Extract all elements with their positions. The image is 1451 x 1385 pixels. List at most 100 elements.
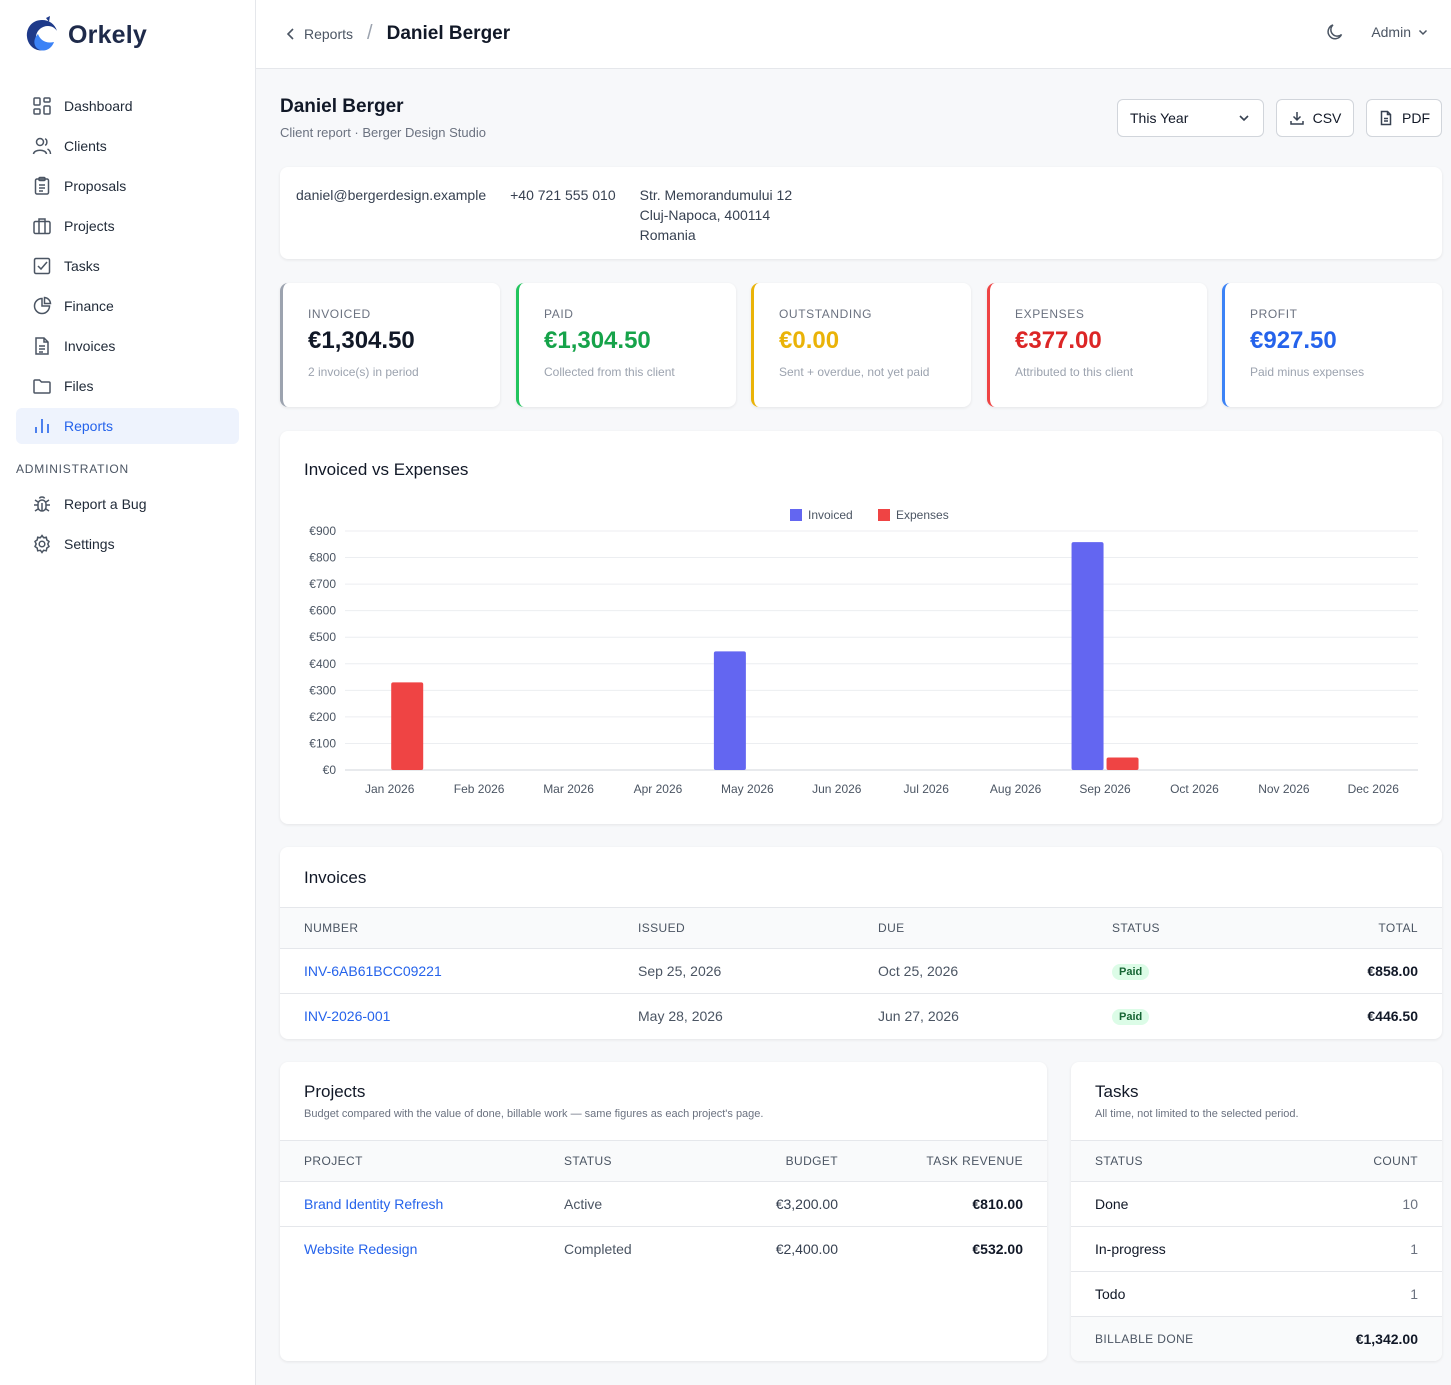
x-tick-label: Jul 2026 <box>904 782 950 796</box>
sidebar-item-dashboard[interactable]: Dashboard <box>16 88 239 124</box>
logo[interactable]: Orkely <box>24 16 147 54</box>
project-link[interactable]: Website Redesign <box>304 1241 418 1258</box>
top-bar: Reports / Daniel Berger Admin <box>256 0 1451 69</box>
address-line: Str. Memorandumului 12 <box>639 187 793 203</box>
invoice-due: Oct 25, 2026 <box>878 948 1112 994</box>
y-tick-label: €500 <box>309 630 336 644</box>
invoice-status: Paid <box>1112 994 1241 1039</box>
projects-title: Projects <box>304 1082 366 1101</box>
invoices-table: NUMBER ISSUED DUE STATUS TOTAL INV-6AB61… <box>280 907 1442 1039</box>
sidebar-item-label: Settings <box>64 536 115 552</box>
column-header: NUMBER <box>280 907 638 949</box>
x-tick-label: Feb 2026 <box>454 782 505 796</box>
chevron-down-icon <box>1239 115 1249 122</box>
sidebar-item-proposals[interactable]: Proposals <box>16 168 239 204</box>
table-footer-row: BILLABLE DONE €1,342.00 <box>1071 1316 1442 1361</box>
invoice-issued: May 28, 2026 <box>638 1008 723 1025</box>
client-email[interactable]: daniel@bergerdesign.example <box>296 187 487 203</box>
bar-expenses <box>1106 757 1139 770</box>
kpi-card-paid: PAID €1,304.50 Collected from this clien… <box>516 283 736 407</box>
sidebar-item-label: Report a Bug <box>64 496 147 512</box>
kpi-value: €927.50 <box>1250 327 1337 354</box>
project-link[interactable]: Brand Identity Refresh <box>280 1181 564 1227</box>
sidebar-item-clients[interactable]: Clients <box>16 128 239 164</box>
period-select[interactable]: This Year <box>1117 99 1264 137</box>
page-subtitle: Client report · Berger Design Studio <box>280 125 486 140</box>
kpi-value: €377.00 <box>1015 327 1102 354</box>
sidebar-item-label: Tasks <box>64 258 100 274</box>
sidebar-item-report-bug[interactable]: Report a Bug <box>16 486 239 522</box>
task-count: 10 <box>1288 1181 1442 1227</box>
sidebar-item-tasks[interactable]: Tasks <box>16 248 239 284</box>
csv-export-button[interactable]: CSV <box>1276 99 1354 137</box>
invoice-due: Jun 27, 2026 <box>878 1008 959 1025</box>
y-tick-label: €0 <box>323 763 337 777</box>
kpi-card-profit: PROFIT €927.50 Paid minus expenses <box>1222 283 1442 407</box>
checkbox-icon <box>33 257 51 275</box>
breadcrumb-back-link[interactable]: Reports <box>284 26 353 42</box>
project-revenue: €532.00 <box>972 1241 1023 1258</box>
project-budget: €2,400.00 <box>775 1241 838 1258</box>
sidebar: Orkely Dashboard Clients Proposals Proje… <box>0 0 256 1385</box>
x-tick-label: Oct 2026 <box>1170 782 1219 796</box>
column-header: ISSUED <box>638 907 878 949</box>
kpi-label: OUTSTANDING <box>779 307 873 321</box>
y-tick-label: €700 <box>309 577 336 591</box>
kpi-value: €0.00 <box>779 327 840 354</box>
sidebar-item-settings[interactable]: Settings <box>16 526 239 562</box>
clipboard-icon <box>34 176 50 195</box>
pdf-export-button[interactable]: PDF <box>1366 99 1442 137</box>
gear-icon <box>34 534 50 554</box>
user-menu[interactable]: Admin <box>1371 24 1429 40</box>
file-icon <box>1380 110 1392 126</box>
kpi-description: Paid minus expenses <box>1250 365 1365 379</box>
kpi-label: INVOICED <box>308 307 371 321</box>
app-name: Orkely <box>68 20 148 49</box>
moon-icon[interactable] <box>1325 22 1345 42</box>
invoice-total: €446.50 <box>1367 1008 1418 1025</box>
csv-label: CSV <box>1312 110 1342 126</box>
sidebar-item-reports[interactable]: Reports <box>16 408 239 444</box>
projects-table: PROJECT STATUS BUDGET TASK REVENUE Brand… <box>280 1140 1047 1272</box>
projects-subtitle: Budget compared with the value of done, … <box>304 1108 764 1120</box>
table-row: INV-6AB61BCC09221 Sep 25, 2026 Oct 25, 2… <box>280 948 1442 994</box>
x-tick-label: Mar 2026 <box>543 782 594 796</box>
sidebar-item-projects[interactable]: Projects <box>16 208 239 244</box>
chart-card: Invoiced vs Expenses €0 €100 €200 €300 €400 €… <box>280 431 1442 824</box>
kpi-description: 2 invoice(s) in period <box>308 365 419 379</box>
x-tick-label: Aug 2026 <box>990 782 1042 796</box>
status-badge: Paid <box>1112 1009 1150 1026</box>
column-header: TASK REVENUE <box>838 1140 1047 1182</box>
kpi-description: Sent + overdue, not yet paid <box>779 365 930 379</box>
x-tick-label: Sep 2026 <box>1079 782 1131 796</box>
tasks-card: Tasks All time, not limited to the selec… <box>1071 1062 1442 1361</box>
kpi-label: PROFIT <box>1250 307 1298 321</box>
invoice-number-link[interactable]: INV-6AB61BCC09221 <box>280 948 638 994</box>
status-badge: Paid <box>1112 964 1150 980</box>
invoice-number-link[interactable]: INV-2026-001 <box>304 1008 391 1025</box>
contact-card: daniel@bergerdesign.example +40 721 555 … <box>280 167 1442 259</box>
address-line: Romania <box>639 227 696 243</box>
address-line: Cluj-Napoca, 400114 <box>639 207 771 223</box>
y-tick-label: €200 <box>309 710 336 724</box>
project-revenue: €810.00 <box>838 1181 1047 1227</box>
kpi-value: €1,304.50 <box>544 327 651 354</box>
y-tick-label: €400 <box>309 657 336 671</box>
tasks-subtitle: All time, not limited to the selected pe… <box>1095 1108 1299 1120</box>
table-row: In-progress 1 <box>1071 1226 1442 1272</box>
kpi-card-invoiced: INVOICED €1,304.50 2 invoice(s) in perio… <box>280 283 500 407</box>
sidebar-item-files[interactable]: Files <box>16 368 239 404</box>
project-status: Completed <box>564 1241 632 1258</box>
legend-swatch <box>790 509 802 521</box>
y-tick-label: €300 <box>309 683 336 697</box>
y-tick-label: €900 <box>309 524 336 538</box>
x-tick-label: Nov 2026 <box>1258 782 1310 796</box>
client-phone[interactable]: +40 721 555 010 <box>510 187 616 203</box>
tasks-header: Tasks All time, not limited to the selec… <box>1095 1082 1299 1120</box>
projects-card: Projects Budget compared with the value … <box>280 1062 1047 1361</box>
kpi-card-expenses: EXPENSES €377.00 Attributed to this clie… <box>987 283 1207 407</box>
sidebar-item-finance[interactable]: Finance <box>16 288 239 324</box>
sidebar-item-label: Proposals <box>64 178 127 194</box>
sidebar-item-invoices[interactable]: Invoices <box>16 328 239 364</box>
bar-chart-icon <box>35 419 49 433</box>
